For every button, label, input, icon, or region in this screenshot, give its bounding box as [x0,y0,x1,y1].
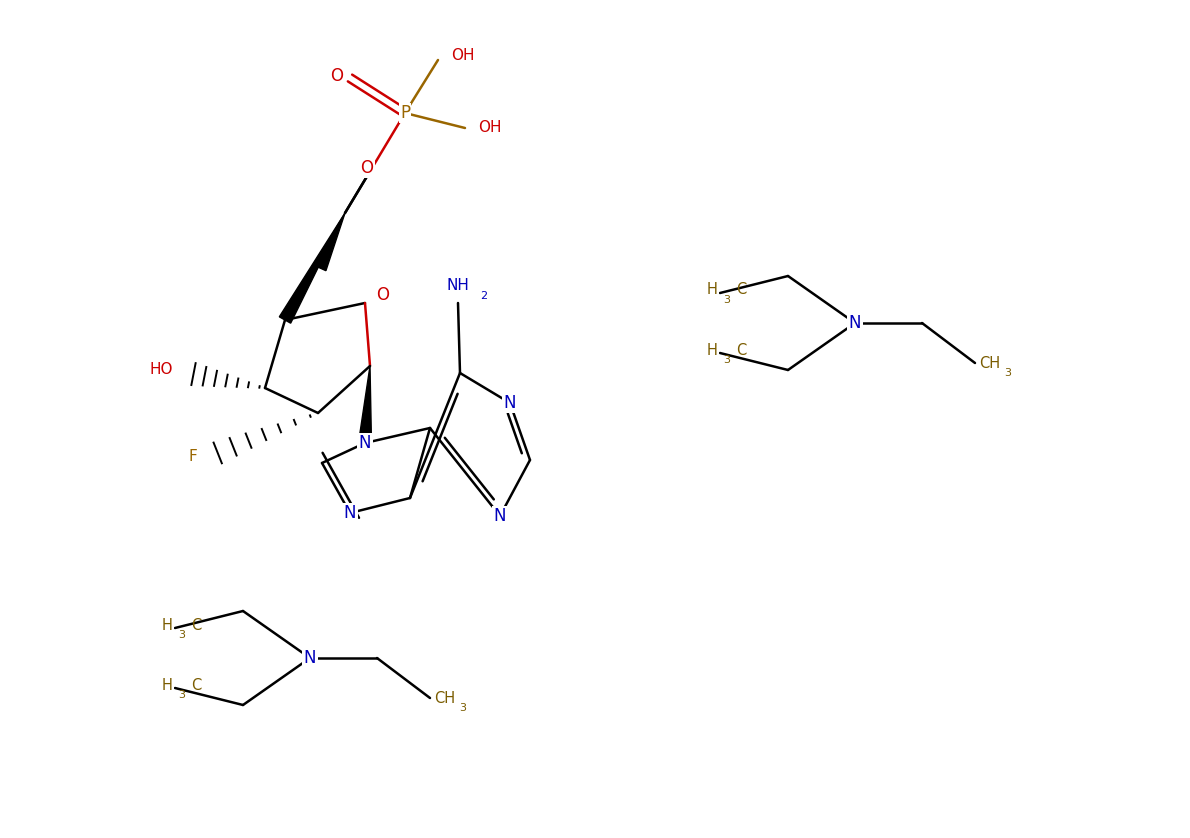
Text: CH: CH [979,355,1000,370]
Text: O: O [376,286,389,304]
Text: OH: OH [478,121,501,136]
Text: C: C [192,618,201,633]
Text: NH: NH [446,278,469,293]
Text: 3: 3 [724,355,731,365]
Text: 3: 3 [724,295,731,305]
Text: O: O [331,67,344,85]
Text: 3: 3 [459,703,466,713]
Text: HO: HO [150,363,173,377]
Text: O: O [361,159,374,177]
Text: H: H [162,677,173,692]
Text: N: N [848,314,862,332]
Polygon shape [280,213,345,323]
Text: 3: 3 [178,690,186,700]
Text: N: N [303,649,317,667]
Text: 3: 3 [178,630,186,640]
Text: H: H [707,343,718,358]
Text: H: H [707,282,718,297]
Text: N: N [494,507,506,525]
Polygon shape [358,366,371,443]
Text: C: C [735,282,746,297]
Text: 2: 2 [480,291,487,301]
Text: N: N [358,434,371,452]
Text: 3: 3 [1004,368,1012,378]
Text: C: C [192,677,201,692]
Text: N: N [503,394,516,412]
Text: P: P [400,104,411,122]
Text: F: F [188,448,198,463]
Text: OH: OH [451,48,475,63]
Text: C: C [735,343,746,358]
Text: N: N [344,504,356,522]
Polygon shape [314,213,345,271]
Text: CH: CH [434,691,455,706]
Text: H: H [162,618,173,633]
